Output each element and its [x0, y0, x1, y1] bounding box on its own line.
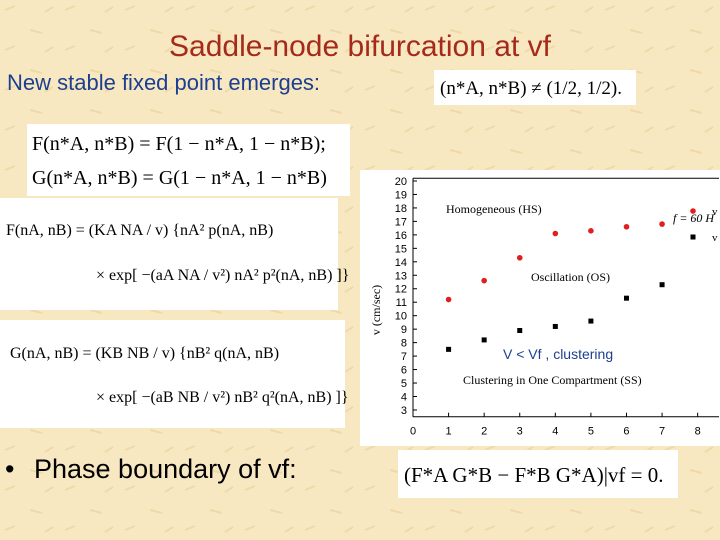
x-tick-label: 2 [481, 426, 487, 438]
x-tick-label: 1 [446, 426, 452, 438]
x-tick-label: 7 [659, 426, 665, 438]
x-tick-label: 0 [410, 426, 416, 438]
legend-marker [690, 208, 696, 214]
point [516, 254, 523, 261]
annotation: f = 60 H [673, 211, 715, 225]
point [552, 230, 559, 237]
equation-box [398, 450, 678, 498]
equation-box [0, 198, 338, 310]
condition: (n*A, n*B) ≠ (1/2, 1/2). [440, 78, 622, 99]
equation-line: F(n*A, n*B) = F(1 − n*A, 1 − n*B); [32, 133, 326, 155]
equation-line: F(nA, nB) = (KA NA / v) {nA² p(nA, nB) [6, 222, 273, 239]
x-tick-label: 8 [695, 426, 701, 438]
equation-box [0, 320, 345, 428]
point [659, 221, 665, 227]
y-tick-label: 13 [395, 270, 407, 282]
y-tick-label: 12 [395, 284, 407, 296]
equation-line: × exp[ −(aA NA / v²) nA² p²(nA, nB) ]} [96, 267, 349, 284]
x-tick-label: 5 [588, 426, 594, 438]
equation-line: G(nA, nB) = (KB NB / v) {nB² q(nA, nB) [10, 345, 279, 362]
y-tick-label: 14 [395, 257, 407, 269]
y-tick-label: 19 [395, 189, 407, 201]
y-axis-label: v (cm/sec) [369, 285, 383, 335]
point [445, 296, 452, 303]
point [623, 295, 629, 301]
y-tick-label: 15 [395, 243, 407, 255]
point [623, 223, 630, 230]
annotation: V < Vf , clustering [503, 346, 613, 362]
annotation: Clustering in One Compartment (SS) [463, 373, 642, 387]
y-tick-label: 9 [401, 324, 407, 336]
y-tick-label: 11 [396, 297, 407, 309]
point [659, 282, 665, 288]
equation-box [27, 124, 350, 196]
point [588, 228, 594, 234]
legend-label: v [712, 206, 718, 218]
y-tick-label: 18 [395, 203, 407, 215]
annotation: Homogeneous (HS) [446, 202, 542, 216]
point [481, 337, 487, 343]
condition-box [434, 70, 636, 105]
y-tick-label: 4 [401, 391, 407, 403]
x-tick-label: 3 [517, 426, 523, 438]
y-tick-label: 16 [395, 230, 407, 242]
annotation: Oscillation (OS) [531, 270, 610, 284]
point [588, 318, 594, 324]
y-tick-label: 3 [401, 405, 407, 417]
x-tick-label: 4 [552, 426, 558, 438]
legend-label: v [712, 232, 718, 244]
y-tick-label: 10 [395, 311, 407, 323]
title: Saddle-node bifurcation at vf [169, 30, 552, 63]
y-tick-label: 8 [401, 338, 407, 350]
subtitle: New stable fixed point emerges: [7, 70, 320, 95]
point [552, 323, 558, 329]
equation-line: × exp[ −(aB NB / v²) nB² q²(nA, nB) ]} [96, 389, 349, 406]
y-tick-label: 17 [395, 216, 407, 228]
boundary-equation: (F*A G*B − F*B G*A)|vf = 0. [404, 463, 664, 487]
point [481, 277, 487, 284]
bullet: Phase boundary of vf: [34, 454, 297, 484]
chart-background [360, 170, 720, 446]
y-tick-label: 5 [401, 378, 407, 390]
y-tick-label: 7 [401, 351, 407, 363]
x-tick-label: 6 [623, 426, 629, 438]
y-tick-label: 20 [395, 176, 407, 188]
bullet-mark: • [5, 454, 14, 484]
chart: v (cm/sec) f = 60 H Homogeneous (HS) Osc… [360, 170, 720, 446]
point [517, 327, 523, 333]
y-tick-label: 6 [401, 365, 407, 377]
legend-marker [690, 234, 696, 240]
equation-line: G(n*A, n*B) = G(1 − n*A, 1 − n*B) [32, 167, 327, 189]
point [446, 346, 452, 352]
